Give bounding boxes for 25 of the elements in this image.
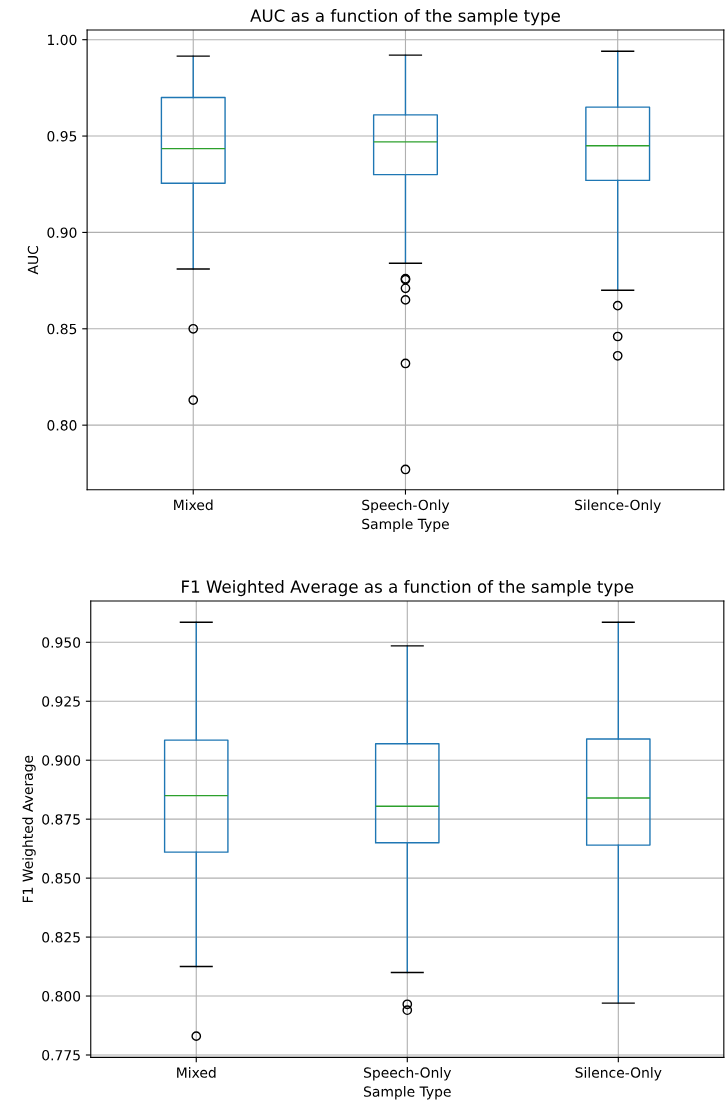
y-tick-label: 0.950 xyxy=(42,637,81,648)
y-tick-label: 0.775 xyxy=(42,1049,80,1061)
x-tick-label: Silence-Only xyxy=(574,499,661,513)
y-tick-label: 0.90 xyxy=(47,227,77,238)
y-tick-label: 0.875 xyxy=(42,814,80,825)
x-axis-title: Sample Type xyxy=(364,1086,451,1100)
chart-title: AUC as a function of the sample type xyxy=(250,9,560,26)
x-tick-label: Speech-Only xyxy=(364,1067,452,1081)
y-tick-label: 0.850 xyxy=(42,873,81,884)
y-tick-label: 0.80 xyxy=(47,420,77,431)
x-tick-label: Mixed xyxy=(177,1067,216,1078)
y-axis-title: AUC xyxy=(27,245,39,275)
y-tick-label: 0.825 xyxy=(42,932,80,943)
y-tick-label: 1.00 xyxy=(48,34,77,46)
y-axis-title: F1 Weighted Average xyxy=(22,755,36,903)
x-tick-label: Silence-Only xyxy=(575,1067,662,1081)
y-tick-label: 0.95 xyxy=(47,131,77,142)
x-tick-label: Speech-Only xyxy=(362,499,450,513)
y-tick-label: 0.800 xyxy=(42,991,81,1002)
x-axis-title: Sample Type xyxy=(362,518,449,532)
y-tick-label: 0.85 xyxy=(47,323,77,335)
chart-title: F1 Weighted Average as a function of the sample type xyxy=(182,580,634,597)
y-tick-label: 0.925 xyxy=(42,696,80,707)
x-tick-label: Mixed xyxy=(174,499,213,511)
y-tick-label: 0.900 xyxy=(42,755,81,766)
